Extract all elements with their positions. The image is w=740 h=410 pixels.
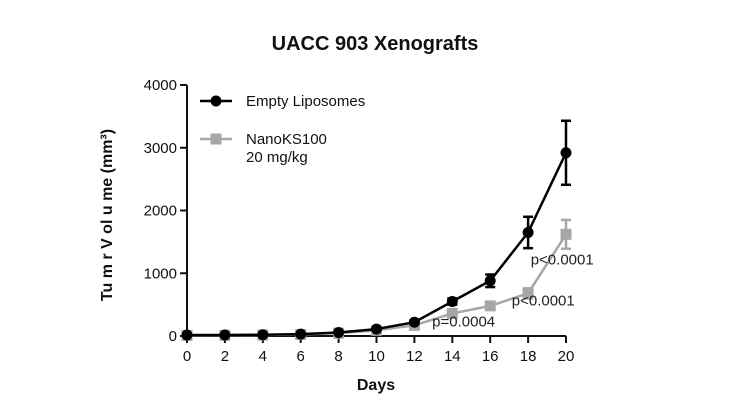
y-tick-label: 0 [169,328,177,345]
legend-label: Empty Liposomes [246,93,365,110]
data-point [408,316,420,328]
data-point [446,307,458,319]
x-tick-label: 18 [520,348,537,365]
y-tick-label: 3000 [144,140,177,157]
p-value-annotation: p<0.0001 [512,292,575,309]
x-tick-label: 2 [221,348,229,365]
legend-label: NanoKS100 [246,131,327,148]
y-tick-label: 2000 [144,203,177,220]
data-point [484,275,496,287]
x-tick-label: 6 [297,348,305,365]
legend-label: 20 mg/kg [246,149,308,166]
y-tick-label: 4000 [144,77,177,94]
data-point [560,228,572,240]
series-layer [181,119,572,341]
series-0 [181,119,572,341]
data-point [560,147,572,159]
x-tick-label: 4 [259,348,267,365]
data-point [333,327,345,339]
p-value-annotation: p=0.0004 [432,314,495,331]
data-point [219,329,231,341]
data-point [522,226,534,238]
legend-marker [210,95,222,107]
x-tick-label: 8 [334,348,342,365]
data-point [484,300,496,312]
legend-marker [210,133,222,145]
series-line [186,233,568,337]
x-tick-label: 12 [406,348,423,365]
x-tick-label: 0 [183,348,191,365]
data-point [371,323,382,335]
x-tick-label: 14 [444,348,461,365]
x-tick-label: 20 [558,348,575,365]
chart-title: UACC 903 Xenografts [272,33,479,55]
data-point [446,295,458,307]
axes: 0 1000 2000 3000 4000 0 2 4 6 8 10 12 14 16 18 20 [144,77,575,365]
data-point [257,329,269,341]
p-value-annotation: p<0.0001 [531,251,594,268]
x-tick-label: 16 [482,348,499,365]
x-tick-label: 10 [368,348,385,365]
y-axis-title: Tu m r V ol u me (mm³) [99,129,116,301]
x-axis-title: Days [357,377,395,394]
series-1 [181,218,572,341]
data-point [295,328,307,340]
data-point [181,329,193,341]
data-point [522,287,534,299]
y-tick-label: 1000 [144,265,177,282]
series-line [187,152,568,337]
annotation-layer: p=0.0004 p<0.0001 p<0.0001 [432,251,594,330]
